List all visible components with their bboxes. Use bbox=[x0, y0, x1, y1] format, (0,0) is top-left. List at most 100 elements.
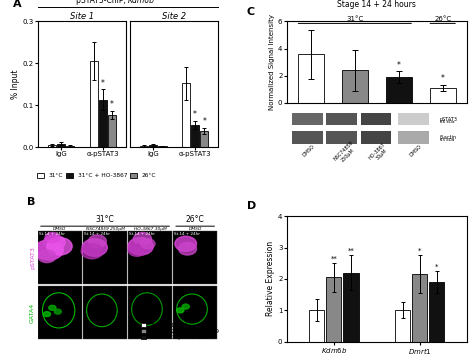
Circle shape bbox=[182, 304, 189, 309]
Text: *: * bbox=[441, 74, 445, 83]
Bar bbox=[158, 146, 166, 147]
Legend: 31°C + DMSO, 31°C + 250μM NSC74859, 31°C + 30μM HO-3867: 31°C + DMSO, 31°C + 250μM NSC74859, 31°C… bbox=[141, 323, 219, 340]
Ellipse shape bbox=[132, 293, 162, 325]
Title: Stage 14 + 24 hours: Stage 14 + 24 hours bbox=[337, 0, 416, 10]
Text: **: ** bbox=[347, 248, 355, 254]
Text: *: * bbox=[202, 117, 206, 126]
Bar bbox=[326, 131, 357, 144]
Title: Site 1: Site 1 bbox=[70, 12, 94, 21]
Bar bbox=[201, 131, 209, 147]
Circle shape bbox=[88, 235, 106, 247]
Text: *: * bbox=[193, 110, 197, 119]
Bar bbox=[326, 113, 357, 125]
Text: β-actin: β-actin bbox=[440, 135, 457, 140]
Text: 45 kDa: 45 kDa bbox=[440, 138, 454, 142]
Bar bbox=[309, 310, 324, 342]
Bar bbox=[399, 131, 429, 144]
Bar bbox=[429, 282, 445, 342]
Circle shape bbox=[49, 305, 56, 310]
Bar bbox=[57, 144, 65, 147]
Text: St.14 + 24hr: St.14 + 24hr bbox=[129, 232, 155, 236]
Bar bbox=[395, 310, 410, 342]
Y-axis label: Normalized Signal Intensity: Normalized Signal Intensity bbox=[269, 14, 275, 110]
Text: 86 kDa: 86 kDa bbox=[440, 120, 455, 124]
Text: pSTAT3: pSTAT3 bbox=[440, 117, 458, 122]
Text: *: * bbox=[101, 79, 105, 88]
Text: St.14 + 24hr: St.14 + 24hr bbox=[39, 232, 65, 236]
Bar bbox=[429, 88, 456, 103]
Ellipse shape bbox=[43, 293, 75, 328]
Bar bbox=[99, 100, 107, 147]
Circle shape bbox=[175, 236, 197, 251]
Text: HO-3867 30μM: HO-3867 30μM bbox=[134, 227, 166, 231]
Bar bbox=[48, 145, 56, 147]
Bar bbox=[191, 125, 199, 147]
Circle shape bbox=[179, 242, 197, 255]
Text: *: * bbox=[397, 61, 401, 70]
Text: St.14 + 24hr: St.14 + 24hr bbox=[84, 232, 110, 236]
Circle shape bbox=[82, 239, 107, 256]
Bar bbox=[385, 77, 412, 103]
Bar bbox=[361, 131, 391, 144]
Text: NSC74859 250μM: NSC74859 250μM bbox=[86, 227, 125, 231]
Circle shape bbox=[43, 235, 65, 250]
Bar bbox=[173, 231, 217, 284]
Circle shape bbox=[128, 237, 153, 255]
Bar bbox=[140, 146, 148, 147]
Circle shape bbox=[134, 232, 152, 245]
Bar bbox=[292, 113, 323, 125]
Circle shape bbox=[54, 309, 61, 314]
Y-axis label: Relative Expression: Relative Expression bbox=[266, 241, 275, 316]
Bar bbox=[90, 61, 98, 147]
Text: A: A bbox=[13, 0, 22, 9]
Text: **: ** bbox=[330, 256, 337, 262]
Ellipse shape bbox=[177, 294, 207, 324]
Bar bbox=[108, 115, 116, 147]
Text: DMSO: DMSO bbox=[189, 227, 202, 231]
Text: DMSO: DMSO bbox=[53, 227, 67, 231]
Circle shape bbox=[47, 237, 72, 255]
Text: St.14 + 24hr: St.14 + 24hr bbox=[174, 232, 200, 236]
Circle shape bbox=[45, 232, 60, 242]
Text: 26°C: 26°C bbox=[186, 215, 205, 224]
Bar bbox=[83, 287, 127, 339]
Circle shape bbox=[128, 244, 146, 256]
Bar bbox=[66, 146, 74, 147]
Bar bbox=[83, 231, 127, 284]
Text: 31°C: 31°C bbox=[346, 16, 364, 22]
Bar bbox=[38, 231, 82, 284]
Bar bbox=[361, 113, 391, 125]
Bar bbox=[128, 231, 172, 284]
Bar bbox=[298, 54, 324, 103]
Text: *: * bbox=[435, 263, 438, 269]
Text: NSC74859
250μM: NSC74859 250μM bbox=[333, 140, 358, 166]
Bar bbox=[128, 287, 172, 339]
Circle shape bbox=[141, 239, 155, 249]
Text: *: * bbox=[418, 248, 421, 254]
Text: D: D bbox=[247, 201, 256, 211]
Text: *: * bbox=[110, 100, 114, 109]
Text: C: C bbox=[247, 7, 255, 17]
Circle shape bbox=[81, 244, 103, 259]
Circle shape bbox=[38, 250, 56, 263]
Bar bbox=[326, 277, 341, 342]
Bar bbox=[149, 145, 157, 147]
Legend: 31°C, 31°C + HO-3867, 26°C: 31°C, 31°C + HO-3867, 26°C bbox=[36, 173, 157, 179]
Bar bbox=[399, 113, 429, 125]
Circle shape bbox=[177, 308, 184, 313]
Text: 26°C: 26°C bbox=[434, 16, 451, 22]
Text: DMSO: DMSO bbox=[409, 144, 422, 158]
Text: HO-3867
30μM: HO-3867 30μM bbox=[368, 141, 391, 164]
Text: Kdm6b: Kdm6b bbox=[128, 0, 155, 5]
Text: DMSO: DMSO bbox=[302, 144, 316, 158]
Bar bbox=[173, 287, 217, 339]
Circle shape bbox=[43, 312, 51, 316]
Text: 31°C: 31°C bbox=[96, 215, 114, 224]
Bar bbox=[344, 273, 358, 342]
Bar bbox=[342, 70, 368, 103]
Circle shape bbox=[34, 240, 63, 260]
Text: pSTAT3: pSTAT3 bbox=[30, 246, 35, 269]
Bar bbox=[412, 274, 427, 342]
Title: Site 2: Site 2 bbox=[162, 12, 186, 21]
Bar bbox=[38, 287, 82, 339]
